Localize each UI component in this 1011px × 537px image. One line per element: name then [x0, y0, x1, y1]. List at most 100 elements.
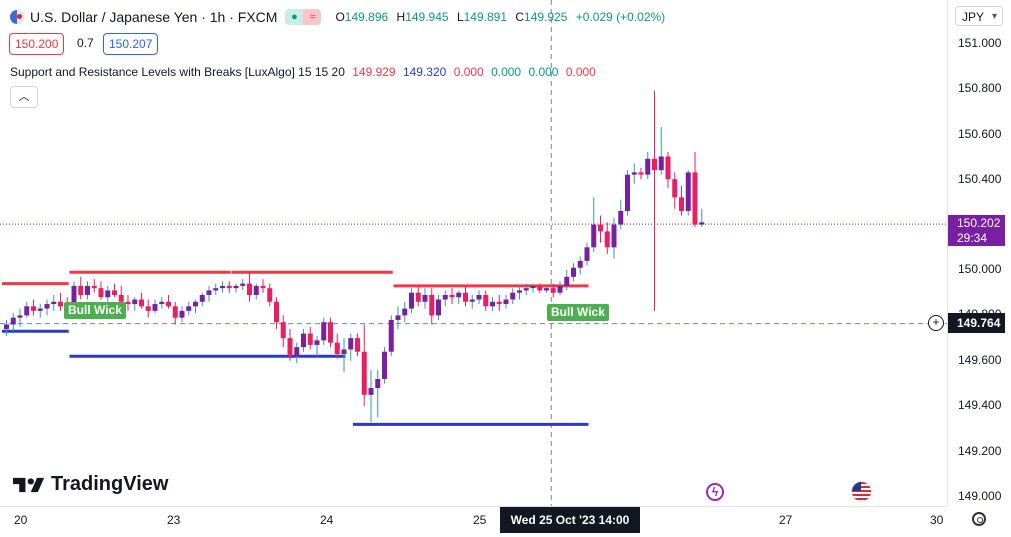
indicator-value: 0.000	[528, 65, 559, 79]
candle-body	[672, 179, 678, 198]
candle-body	[604, 231, 610, 248]
crosshair-time-label: Wed 25 Oct '23 14:00	[500, 507, 640, 533]
brand-name: TradingView	[51, 473, 169, 495]
candle-body	[395, 315, 401, 320]
candle-body	[652, 158, 657, 171]
candle-body	[91, 285, 97, 289]
time-tick: 23	[167, 513, 181, 527]
candle-body	[240, 283, 246, 286]
candle-body	[166, 301, 171, 307]
candle-body	[280, 322, 286, 339]
indicator-value: 0.000	[491, 65, 522, 79]
candle-body	[132, 299, 138, 305]
candle-body	[409, 292, 414, 309]
last-price-label: 150.202 29:34	[948, 215, 1005, 246]
candle-body	[422, 294, 428, 302]
candle-body	[17, 315, 23, 318]
candle-body	[226, 285, 232, 289]
crosshair-price-label: 149.764	[948, 313, 1005, 333]
indicator-name: Support and Resistance Levels with Break…	[10, 65, 345, 79]
candle-body	[368, 388, 374, 395]
candle-body	[577, 260, 583, 268]
candle-body	[118, 294, 124, 302]
time-tick: 30	[930, 513, 944, 527]
time-tick: 20	[14, 513, 28, 527]
indicator-value: 0.000	[453, 65, 484, 79]
buy-button[interactable]: 150.207	[103, 33, 159, 55]
candle-body	[483, 294, 489, 307]
event-lightning-icon[interactable]: ϟ	[706, 483, 724, 501]
symbol-header: U.S. Dollar / Japanese Yen · 1h · FXCM ●…	[10, 8, 670, 26]
candle-body	[402, 308, 408, 316]
candle-body	[692, 172, 698, 225]
wave-icon: ≈	[303, 9, 322, 25]
candle-body	[193, 301, 198, 307]
candle-body	[388, 319, 394, 352]
indicator-value: 149.320	[402, 65, 447, 79]
candle-body	[456, 292, 462, 298]
candle-body	[10, 317, 16, 325]
time-tick: 27	[779, 513, 793, 527]
price-tick: 150.600	[958, 127, 1002, 141]
candle-body	[429, 294, 435, 316]
candle-body	[496, 301, 502, 305]
candle-body	[544, 288, 549, 291]
symbol-title[interactable]: U.S. Dollar / Japanese Yen · 1h · FXCM	[30, 9, 278, 25]
price-axis[interactable]	[947, 0, 1011, 506]
candle-body	[537, 285, 543, 291]
candle-body	[631, 172, 637, 175]
candle-body	[490, 301, 495, 307]
candle-body	[334, 342, 340, 354]
candle-body	[503, 299, 509, 305]
candle-body	[449, 294, 455, 298]
sell-button[interactable]: 150.200	[9, 33, 65, 55]
candle-body	[321, 322, 327, 341]
candle-body	[24, 306, 30, 316]
candle-body	[37, 308, 43, 311]
chevron-up-icon: ︿	[18, 91, 30, 103]
candle-body	[253, 285, 259, 295]
candle-body	[294, 347, 300, 357]
price-tick: 149.600	[958, 353, 1002, 367]
candle-body	[679, 197, 684, 211]
candle-body	[220, 285, 225, 289]
collapse-legend-button[interactable]: ︿	[10, 86, 38, 108]
us-event-flag-icon[interactable]	[851, 481, 872, 502]
candle-body	[172, 306, 178, 318]
candle-body	[58, 301, 63, 307]
add-alert-plus-icon[interactable]: +	[928, 315, 944, 331]
candle-body	[341, 349, 347, 354]
candle-body	[530, 285, 536, 289]
time-tick: 25	[473, 513, 487, 527]
candle-body	[71, 285, 77, 309]
market-status-pill[interactable]: ● ≈	[285, 9, 322, 25]
candle-body	[584, 247, 590, 261]
indicator-legend[interactable]: Support and Resistance Levels with Break…	[10, 65, 596, 79]
candle-body	[314, 340, 320, 345]
candle-body	[51, 301, 57, 305]
bull-wick-label: Bull Wick	[64, 302, 126, 319]
price-tick: 150.400	[958, 172, 1002, 186]
price-tick: 151.000	[958, 36, 1002, 50]
candle-body	[625, 174, 630, 211]
time-axis[interactable]	[0, 506, 947, 537]
settings-gear-icon[interactable]	[972, 512, 986, 526]
candle-body	[523, 288, 529, 291]
currency-selector[interactable]: JPY ▾	[955, 6, 1003, 26]
candle-body	[348, 338, 354, 350]
candle-body	[510, 292, 516, 300]
candle-body	[618, 210, 624, 225]
spread-value: 0.7	[77, 36, 94, 50]
candle-body	[105, 290, 111, 298]
candle-body	[463, 292, 468, 302]
candle-body	[550, 288, 556, 293]
price-tick: 149.200	[958, 444, 1002, 458]
candle-body	[31, 306, 36, 311]
chevron-down-icon: ▾	[991, 11, 997, 22]
time-tick: 24	[320, 513, 334, 527]
candle-body	[233, 285, 239, 289]
tradingview-logo[interactable]: TradingView	[13, 473, 168, 496]
indicator-value: 0.000	[565, 65, 596, 79]
candle-body	[179, 310, 185, 318]
